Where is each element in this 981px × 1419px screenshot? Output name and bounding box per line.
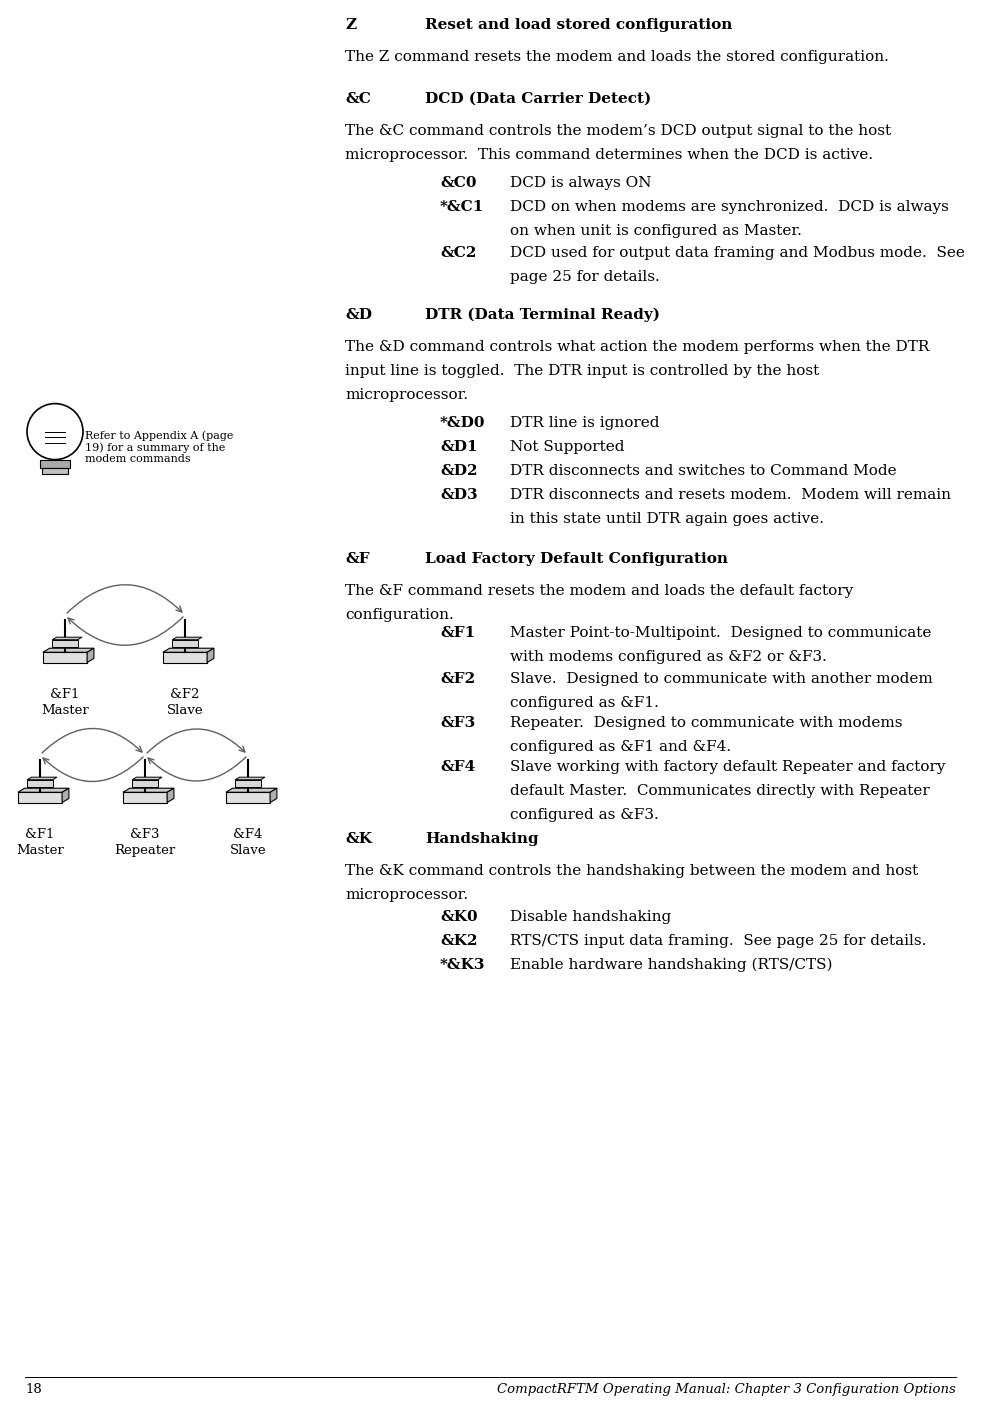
Text: DTR disconnects and switches to Command Mode: DTR disconnects and switches to Command … bbox=[510, 464, 897, 478]
Text: &D: &D bbox=[345, 308, 372, 322]
Text: Slave working with factory default Repeater and factory: Slave working with factory default Repea… bbox=[510, 761, 946, 773]
Text: &K2: &K2 bbox=[440, 934, 478, 948]
Text: configured as &F3.: configured as &F3. bbox=[510, 807, 659, 822]
Text: &C: &C bbox=[345, 92, 371, 106]
Polygon shape bbox=[123, 792, 167, 803]
Text: &F3: &F3 bbox=[130, 829, 160, 841]
Text: DCD (Data Carrier Detect): DCD (Data Carrier Detect) bbox=[425, 92, 651, 106]
Text: &K0: &K0 bbox=[440, 910, 478, 924]
Text: default Master.  Communicates directly with Repeater: default Master. Communicates directly wi… bbox=[510, 785, 930, 797]
Bar bbox=[39, 460, 71, 468]
Text: Z: Z bbox=[345, 18, 356, 33]
Text: &C2: &C2 bbox=[440, 245, 477, 260]
Text: configuration.: configuration. bbox=[345, 607, 454, 622]
Polygon shape bbox=[207, 648, 214, 663]
Circle shape bbox=[27, 403, 83, 460]
Text: Repeater: Repeater bbox=[115, 844, 176, 857]
Text: &F3: &F3 bbox=[440, 717, 475, 729]
Polygon shape bbox=[163, 653, 207, 663]
Polygon shape bbox=[18, 792, 62, 803]
Text: Refer to Appendix A (page
19) for a summary of the
modem commands: Refer to Appendix A (page 19) for a summ… bbox=[85, 430, 233, 464]
Text: DTR (Data Terminal Ready): DTR (Data Terminal Ready) bbox=[425, 308, 660, 322]
Text: &F2: &F2 bbox=[440, 673, 475, 685]
Text: Slave.  Designed to communicate with another modem: Slave. Designed to communicate with anot… bbox=[510, 673, 933, 685]
Polygon shape bbox=[270, 788, 277, 803]
Text: CompactRFTM Operating Manual: Chapter 3 Configuration Options: CompactRFTM Operating Manual: Chapter 3 … bbox=[497, 1384, 956, 1396]
Text: Enable hardware handshaking (RTS/CTS): Enable hardware handshaking (RTS/CTS) bbox=[510, 958, 833, 972]
Text: microprocessor.: microprocessor. bbox=[345, 888, 468, 902]
Polygon shape bbox=[43, 653, 87, 663]
Text: The &K command controls the handshaking between the modem and host: The &K command controls the handshaking … bbox=[345, 864, 918, 878]
Text: The &F command resets the modem and loads the default factory: The &F command resets the modem and load… bbox=[345, 585, 853, 597]
Polygon shape bbox=[163, 648, 214, 653]
Text: Not Supported: Not Supported bbox=[510, 440, 625, 454]
Text: Slave: Slave bbox=[230, 844, 266, 857]
Text: DTR line is ignored: DTR line is ignored bbox=[510, 416, 659, 430]
Text: Master: Master bbox=[41, 704, 89, 717]
Text: &D3: &D3 bbox=[440, 488, 478, 502]
Polygon shape bbox=[173, 640, 198, 647]
Text: *&C1: *&C1 bbox=[440, 200, 485, 214]
Text: &F2: &F2 bbox=[171, 688, 200, 701]
Text: DCD on when modems are synchronized.  DCD is always: DCD on when modems are synchronized. DCD… bbox=[510, 200, 949, 214]
Text: RTS/CTS input data framing.  See page 25 for details.: RTS/CTS input data framing. See page 25 … bbox=[510, 934, 926, 948]
Polygon shape bbox=[123, 788, 174, 792]
Polygon shape bbox=[52, 640, 77, 647]
Text: configured as &F1.: configured as &F1. bbox=[510, 695, 659, 710]
Text: Load Factory Default Configuration: Load Factory Default Configuration bbox=[425, 552, 728, 566]
Text: microprocessor.  This command determines when the DCD is active.: microprocessor. This command determines … bbox=[345, 148, 873, 162]
Text: The &D command controls what action the modem performs when the DTR: The &D command controls what action the … bbox=[345, 341, 929, 353]
Text: Master Point-to-Multipoint.  Designed to communicate: Master Point-to-Multipoint. Designed to … bbox=[510, 626, 931, 640]
Text: configured as &F1 and &F4.: configured as &F1 and &F4. bbox=[510, 739, 731, 753]
Text: with modems configured as &F2 or &F3.: with modems configured as &F2 or &F3. bbox=[510, 650, 827, 664]
Polygon shape bbox=[226, 788, 277, 792]
Text: Reset and load stored configuration: Reset and load stored configuration bbox=[425, 18, 733, 33]
Text: &F1: &F1 bbox=[26, 829, 55, 841]
Polygon shape bbox=[235, 778, 265, 779]
Text: *&D0: *&D0 bbox=[440, 416, 486, 430]
Polygon shape bbox=[27, 778, 57, 779]
Text: &F: &F bbox=[345, 552, 370, 566]
Bar bbox=[42, 468, 68, 474]
Polygon shape bbox=[173, 637, 202, 640]
Text: input line is toggled.  The DTR input is controlled by the host: input line is toggled. The DTR input is … bbox=[345, 365, 819, 377]
Text: Disable handshaking: Disable handshaking bbox=[510, 910, 671, 924]
Text: Handshaking: Handshaking bbox=[425, 832, 539, 846]
Polygon shape bbox=[132, 779, 158, 786]
Text: 18: 18 bbox=[25, 1384, 42, 1396]
Polygon shape bbox=[132, 778, 162, 779]
Text: DTR disconnects and resets modem.  Modem will remain: DTR disconnects and resets modem. Modem … bbox=[510, 488, 951, 502]
Text: Slave: Slave bbox=[167, 704, 203, 717]
Text: The Z command resets the modem and loads the stored configuration.: The Z command resets the modem and loads… bbox=[345, 50, 889, 64]
Text: The &C command controls the modem’s DCD output signal to the host: The &C command controls the modem’s DCD … bbox=[345, 123, 891, 138]
Polygon shape bbox=[62, 788, 69, 803]
Text: &D1: &D1 bbox=[440, 440, 478, 454]
Text: &F4: &F4 bbox=[233, 829, 263, 841]
Text: &D2: &D2 bbox=[440, 464, 478, 478]
Text: &F1: &F1 bbox=[50, 688, 79, 701]
Text: Master: Master bbox=[16, 844, 64, 857]
Text: in this state until DTR again goes active.: in this state until DTR again goes activ… bbox=[510, 512, 824, 526]
Text: DCD used for output data framing and Modbus mode.  See: DCD used for output data framing and Mod… bbox=[510, 245, 965, 260]
Text: microprocessor.: microprocessor. bbox=[345, 387, 468, 402]
Polygon shape bbox=[226, 792, 270, 803]
Text: &F4: &F4 bbox=[440, 761, 475, 773]
Text: &F1: &F1 bbox=[440, 626, 475, 640]
Text: &C0: &C0 bbox=[440, 176, 477, 190]
Polygon shape bbox=[235, 779, 261, 786]
Text: Repeater.  Designed to communicate with modems: Repeater. Designed to communicate with m… bbox=[510, 717, 903, 729]
Text: page 25 for details.: page 25 for details. bbox=[510, 270, 660, 284]
Polygon shape bbox=[52, 637, 82, 640]
Polygon shape bbox=[43, 648, 94, 653]
Polygon shape bbox=[87, 648, 94, 663]
Text: &K: &K bbox=[345, 832, 372, 846]
Text: *&K3: *&K3 bbox=[440, 958, 486, 972]
Text: DCD is always ON: DCD is always ON bbox=[510, 176, 651, 190]
Polygon shape bbox=[27, 779, 53, 786]
Polygon shape bbox=[167, 788, 174, 803]
Polygon shape bbox=[18, 788, 69, 792]
Text: on when unit is configured as Master.: on when unit is configured as Master. bbox=[510, 224, 801, 238]
